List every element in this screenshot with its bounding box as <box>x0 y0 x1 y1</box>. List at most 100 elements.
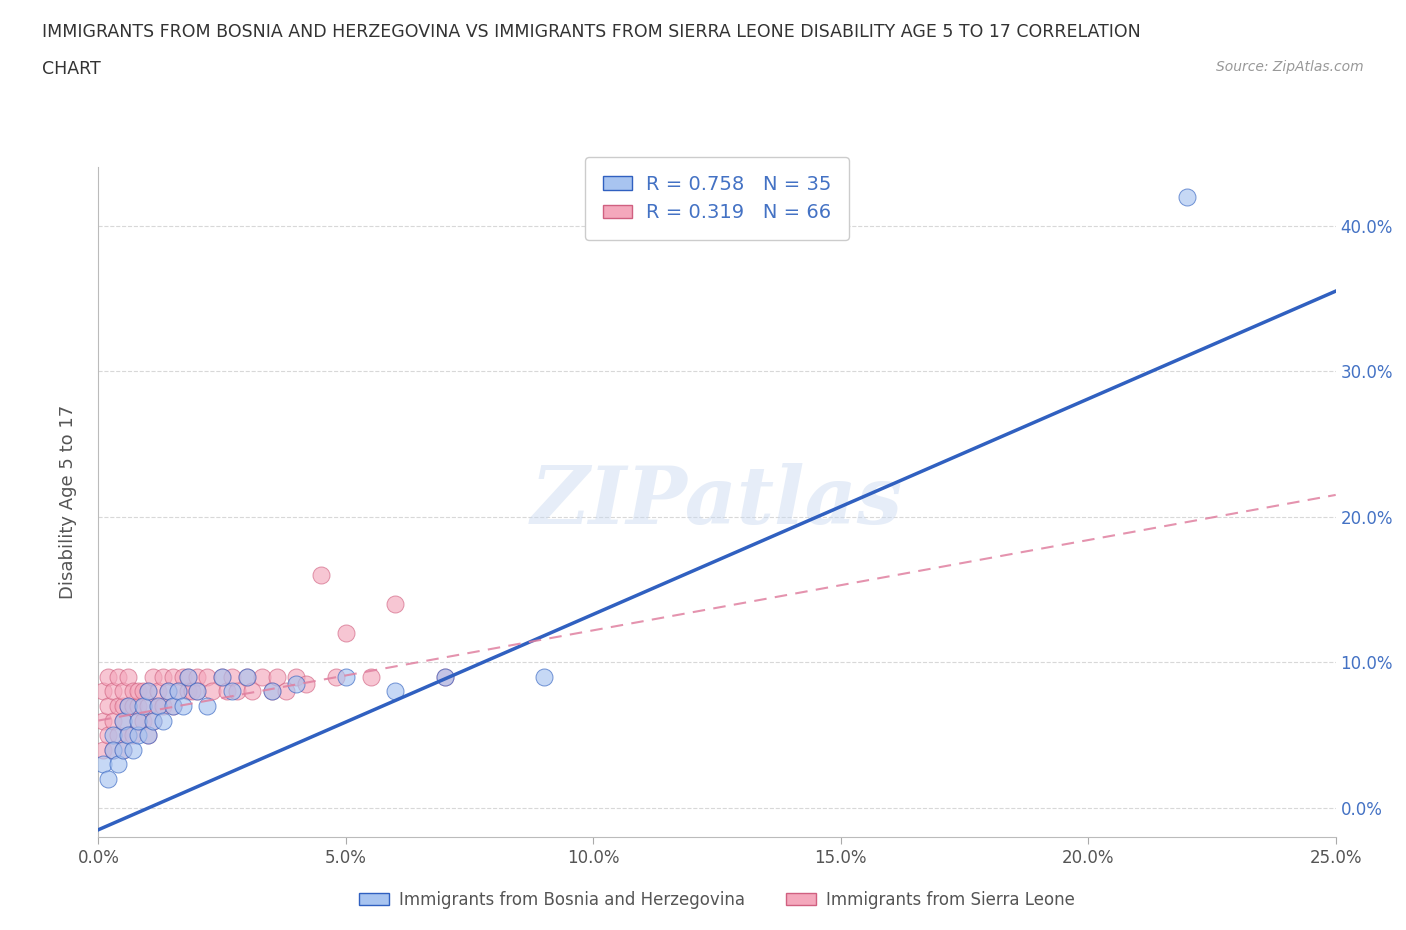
Point <box>97 698 120 713</box>
Point <box>136 684 159 698</box>
Point <box>93 742 115 757</box>
Point <box>285 670 308 684</box>
Point <box>117 670 139 684</box>
Point <box>152 670 174 684</box>
Text: IMMIGRANTS FROM BOSNIA AND HERZEGOVINA VS IMMIGRANTS FROM SIERRA LEONE DISABILIT: IMMIGRANTS FROM BOSNIA AND HERZEGOVINA V… <box>42 23 1140 41</box>
Point <box>127 713 149 728</box>
Point <box>211 670 233 684</box>
Point <box>107 757 129 772</box>
Point <box>122 684 145 698</box>
Point <box>93 713 115 728</box>
Point <box>186 684 208 698</box>
Point <box>132 713 155 728</box>
Point <box>250 670 273 684</box>
Point <box>335 670 357 684</box>
Point <box>1175 189 1198 204</box>
Point <box>97 771 120 786</box>
Point <box>146 698 169 713</box>
Point <box>186 684 208 698</box>
Point <box>93 757 115 772</box>
Point <box>384 684 406 698</box>
Text: Source: ZipAtlas.com: Source: ZipAtlas.com <box>1216 60 1364 74</box>
Point <box>112 742 135 757</box>
Point <box>211 670 233 684</box>
Point <box>146 698 169 713</box>
Point <box>221 670 243 684</box>
Point <box>127 698 149 713</box>
Point <box>166 684 188 698</box>
Point <box>97 727 120 742</box>
Point <box>156 684 179 698</box>
Point <box>172 698 194 713</box>
Point <box>117 698 139 713</box>
Point <box>127 713 149 728</box>
Legend: Immigrants from Bosnia and Herzegovina, Immigrants from Sierra Leone: Immigrants from Bosnia and Herzegovina, … <box>352 884 1083 916</box>
Point <box>181 684 204 698</box>
Point <box>97 670 120 684</box>
Point <box>162 698 184 713</box>
Point <box>103 727 125 742</box>
Point <box>103 713 125 728</box>
Point <box>112 742 135 757</box>
Point <box>335 626 357 641</box>
Point <box>107 727 129 742</box>
Point <box>195 670 218 684</box>
Point <box>162 698 184 713</box>
Point <box>217 684 239 698</box>
Point <box>162 670 184 684</box>
Point <box>172 670 194 684</box>
Point <box>103 742 125 757</box>
Point <box>117 727 139 742</box>
Point <box>186 670 208 684</box>
Point <box>309 567 332 582</box>
Point <box>360 670 382 684</box>
Text: CHART: CHART <box>42 60 101 78</box>
Point <box>146 684 169 698</box>
Point <box>533 670 555 684</box>
Point <box>201 684 224 698</box>
Point <box>384 597 406 612</box>
Point <box>260 684 283 698</box>
Point <box>122 698 145 713</box>
Point <box>142 670 165 684</box>
Point <box>240 684 263 698</box>
Point <box>260 684 283 698</box>
Point <box>136 727 159 742</box>
Point <box>295 677 318 692</box>
Point <box>325 670 347 684</box>
Point <box>132 698 155 713</box>
Point <box>112 684 135 698</box>
Point <box>107 670 129 684</box>
Point <box>195 698 218 713</box>
Point <box>136 727 159 742</box>
Point <box>103 742 125 757</box>
Point <box>156 684 179 698</box>
Text: ZIPatlas: ZIPatlas <box>531 463 903 541</box>
Point <box>276 684 298 698</box>
Point <box>93 684 115 698</box>
Point <box>122 742 145 757</box>
Point <box>112 713 135 728</box>
Point <box>117 727 139 742</box>
Point <box>166 684 188 698</box>
Point <box>103 684 125 698</box>
Point <box>221 684 243 698</box>
Point <box>433 670 456 684</box>
Point <box>433 670 456 684</box>
Point <box>107 698 129 713</box>
Point <box>112 713 135 728</box>
Point <box>176 670 198 684</box>
Point <box>176 684 198 698</box>
Point <box>122 727 145 742</box>
Point <box>152 698 174 713</box>
Point <box>142 713 165 728</box>
Point <box>132 684 155 698</box>
Point <box>117 698 139 713</box>
Point <box>236 670 259 684</box>
Point <box>127 684 149 698</box>
Point <box>285 677 308 692</box>
Point <box>176 670 198 684</box>
Point <box>266 670 288 684</box>
Point <box>136 684 159 698</box>
Point <box>136 698 159 713</box>
